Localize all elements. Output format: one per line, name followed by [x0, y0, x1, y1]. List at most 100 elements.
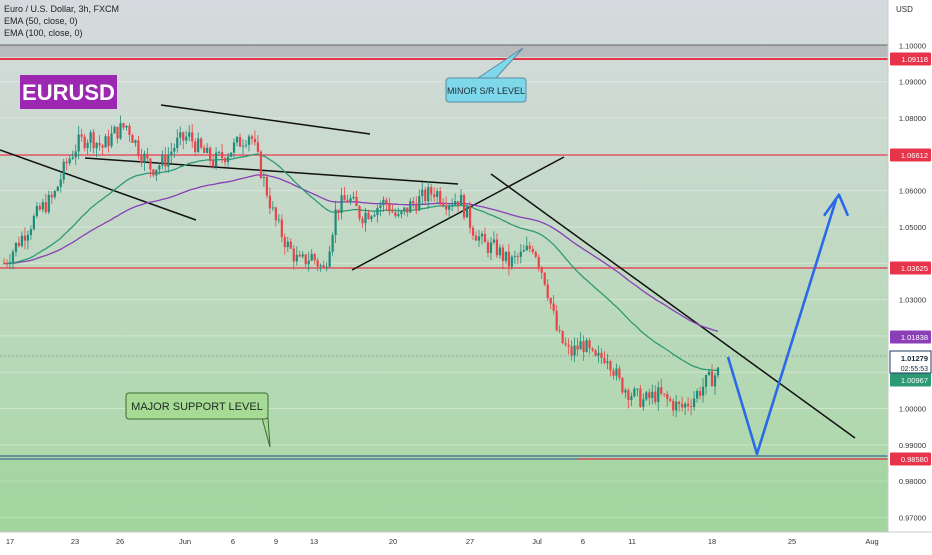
candle-body — [143, 153, 146, 163]
candle-body — [433, 194, 436, 198]
candle-body — [618, 368, 621, 379]
time-label: 6 — [581, 537, 585, 546]
candle-body — [77, 134, 80, 152]
trendline-2 — [160, 104, 371, 135]
candle-body — [376, 207, 379, 216]
time-label: Jul — [532, 537, 542, 546]
candle-body — [531, 248, 534, 252]
candle-body — [600, 352, 603, 358]
candle-body — [5, 263, 9, 265]
candle-body — [238, 136, 242, 147]
candle-body — [155, 169, 158, 176]
ema100-line — [4, 174, 719, 332]
candle-body — [232, 142, 236, 153]
candle-body — [292, 248, 295, 262]
candle-body — [197, 138, 200, 153]
candle-body — [346, 200, 349, 203]
price-badge-countdown: 02:55:53 — [901, 366, 928, 373]
major-support-callout: MAJOR SUPPORT LEVEL — [125, 392, 271, 448]
candle-body — [636, 388, 639, 390]
candle-body — [194, 141, 197, 153]
candle-body — [283, 237, 286, 248]
candle-body — [391, 211, 394, 213]
candle-body — [516, 255, 519, 257]
candle-body — [334, 209, 337, 236]
time-labels: 17 23 26 Jun 6 9 13 20 27 Jul 6 11 18 25 Aug — [6, 537, 879, 546]
price-badge-bg — [890, 452, 931, 466]
price-tick-label: 0.97000 — [899, 513, 926, 522]
candle-body — [552, 303, 555, 311]
price-badge-bg — [890, 373, 931, 387]
time-label: 26 — [116, 537, 124, 546]
candle-body — [597, 352, 600, 356]
indicator-ema50[interactable]: EMA (50, close, 0) — [4, 16, 78, 26]
candle-body — [657, 387, 660, 403]
candle-body — [456, 201, 460, 205]
candle-body — [546, 284, 549, 298]
ema50-line — [4, 153, 719, 372]
time-axis[interactable] — [0, 532, 932, 550]
candle-body — [352, 196, 355, 199]
candle-body — [495, 239, 499, 256]
candle-body — [454, 201, 457, 205]
price-badge-label: 1.09118 — [901, 55, 928, 64]
candle-body — [116, 126, 119, 139]
candle-body — [253, 138, 257, 143]
price-badge-bg — [889, 350, 932, 374]
minor-sr-zone — [0, 45, 888, 57]
candle-body — [370, 216, 373, 220]
candle-body — [361, 218, 364, 224]
candle-body — [459, 194, 463, 205]
price-badge-level: 1.09118 — [890, 52, 931, 66]
candle-body — [92, 132, 95, 149]
candle-body — [158, 165, 161, 170]
indicator-ema100[interactable]: EMA (100, close, 0) — [4, 28, 83, 38]
candle-body — [149, 158, 152, 170]
candle-body — [304, 254, 307, 265]
candle-body — [388, 203, 391, 212]
candle-body — [358, 206, 361, 219]
candle-body — [660, 387, 663, 394]
candle-body — [379, 205, 382, 208]
candle-body — [241, 145, 245, 147]
candle-body — [83, 136, 86, 149]
candle-body — [322, 265, 325, 268]
candle-body — [349, 198, 352, 203]
time-label: Aug — [865, 537, 878, 546]
candle-body — [537, 256, 540, 268]
price-badge-label: 0.98580 — [901, 455, 928, 464]
candle-body — [17, 242, 21, 247]
candle-body — [8, 262, 12, 264]
candle-body — [713, 375, 717, 387]
candle-body — [364, 212, 367, 224]
candle-body — [167, 155, 170, 167]
trendline-4 — [351, 156, 565, 271]
candle-body — [134, 140, 137, 143]
candle-body — [47, 194, 50, 213]
candle-body — [690, 406, 693, 407]
candle-body — [107, 136, 110, 147]
candle-body — [519, 251, 522, 257]
candle-body — [403, 207, 406, 212]
candle-body — [528, 245, 531, 249]
candle-body — [400, 211, 403, 215]
candle-body — [704, 374, 708, 387]
candle-body — [286, 241, 289, 248]
candle-body — [59, 179, 62, 187]
candle-body — [693, 398, 696, 407]
candle-body — [80, 134, 83, 137]
candle-body — [71, 157, 74, 159]
candle-body — [716, 367, 720, 376]
candle-body — [277, 219, 280, 221]
candle-body — [570, 346, 573, 356]
candle-body — [594, 350, 597, 356]
candle-body — [672, 400, 675, 411]
candle-body — [436, 191, 439, 198]
minor-callout-box — [445, 77, 527, 103]
major-callout-label: MAJOR SUPPORT LEVEL — [131, 401, 263, 413]
candle-body — [310, 253, 313, 261]
candle-body — [56, 186, 59, 192]
candle-body — [161, 155, 164, 166]
candle-body — [235, 136, 239, 143]
